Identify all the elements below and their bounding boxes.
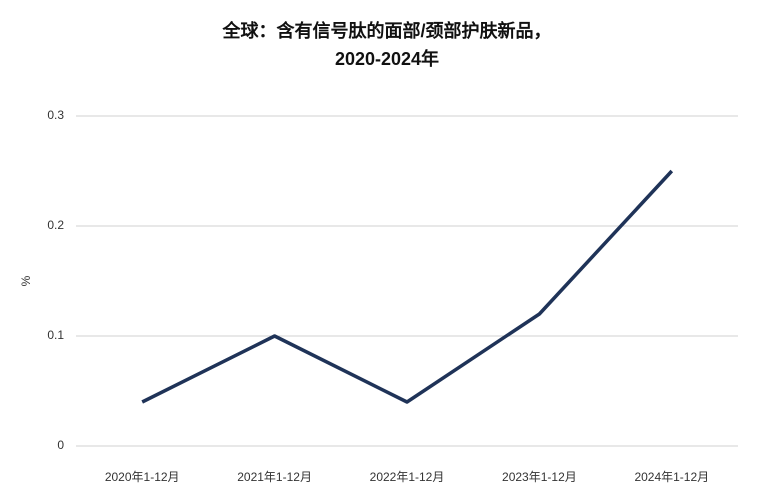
- y-axis-label: %: [19, 275, 33, 286]
- x-tick-label: 2022年1-12月: [370, 470, 445, 484]
- line-series: [141, 169, 674, 404]
- chart-title: 全球：含有信号肽的面部/颈部护肤新品，: [222, 20, 552, 41]
- x-tick-label: 2020年1-12月: [105, 470, 180, 484]
- y-tick-label: 0.3: [47, 108, 64, 122]
- y-tick-label: 0: [57, 438, 64, 452]
- y-tick-label: 0.1: [47, 328, 64, 342]
- y-tick-label: 0.2: [47, 218, 64, 232]
- x-tick-label: 2023年1-12月: [502, 470, 577, 484]
- x-tick-label: 2021年1-12月: [237, 470, 312, 484]
- x-tick-label: 2024年1-12月: [634, 470, 709, 484]
- chart-title: 2020-2024年: [335, 48, 439, 69]
